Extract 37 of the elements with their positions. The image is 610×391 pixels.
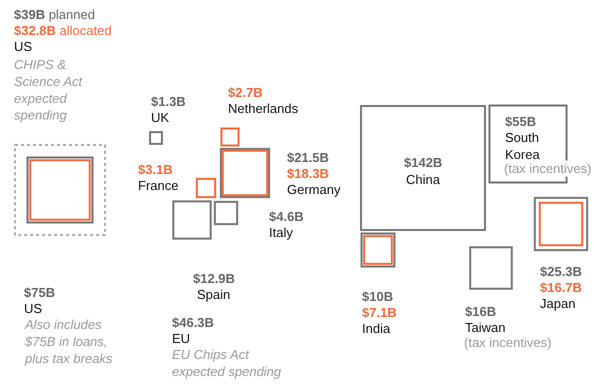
data-label: $21.5B bbox=[287, 150, 329, 165]
data-label: $2.7B bbox=[228, 85, 263, 100]
data-label: $4.6B bbox=[269, 209, 304, 224]
text: Also includes $75B in loans, plus tax breaks bbox=[24, 317, 113, 366]
category-label: China bbox=[406, 172, 441, 187]
data-label: $16.7B bbox=[540, 280, 582, 295]
category-label: India bbox=[362, 321, 391, 336]
data-label: $1.3B bbox=[151, 94, 186, 109]
data-label: $39B planned bbox=[14, 7, 95, 22]
category-label: UK bbox=[151, 110, 170, 125]
category-label: Netherlands bbox=[228, 101, 299, 116]
data-label: $3.1B bbox=[138, 162, 173, 177]
text: EU Chips Act expected spending bbox=[172, 347, 282, 379]
text: US bbox=[14, 39, 32, 54]
text: EU bbox=[172, 331, 190, 346]
text: (tax incentives) bbox=[504, 161, 592, 176]
category-label: Taiwan bbox=[465, 320, 506, 335]
data-label: $7.1B bbox=[362, 305, 397, 320]
data-label: $25.3B bbox=[540, 264, 582, 279]
text: (tax incentives) bbox=[464, 335, 552, 350]
data-label: $12.9B bbox=[193, 271, 235, 286]
data-label: $10B bbox=[362, 289, 394, 304]
data-label: $18.3B bbox=[287, 166, 329, 181]
text: $46.3B bbox=[172, 315, 214, 330]
text: CHIPS & Science Act expected spending bbox=[14, 57, 84, 123]
data-label: $16B bbox=[465, 304, 496, 319]
category-label: Germany bbox=[287, 182, 341, 197]
category-label: South Korea bbox=[505, 130, 540, 162]
category-label: Spain bbox=[197, 287, 230, 302]
data-label: $75B bbox=[24, 285, 56, 300]
data-label: $142B bbox=[404, 155, 442, 170]
data-label: $32.8B allocated bbox=[14, 23, 112, 38]
data-label: $55B bbox=[505, 114, 536, 129]
category-label: Italy bbox=[269, 225, 294, 240]
category-label: Japan bbox=[540, 296, 576, 311]
category-label: US bbox=[24, 301, 42, 316]
category-label: France bbox=[138, 178, 178, 193]
